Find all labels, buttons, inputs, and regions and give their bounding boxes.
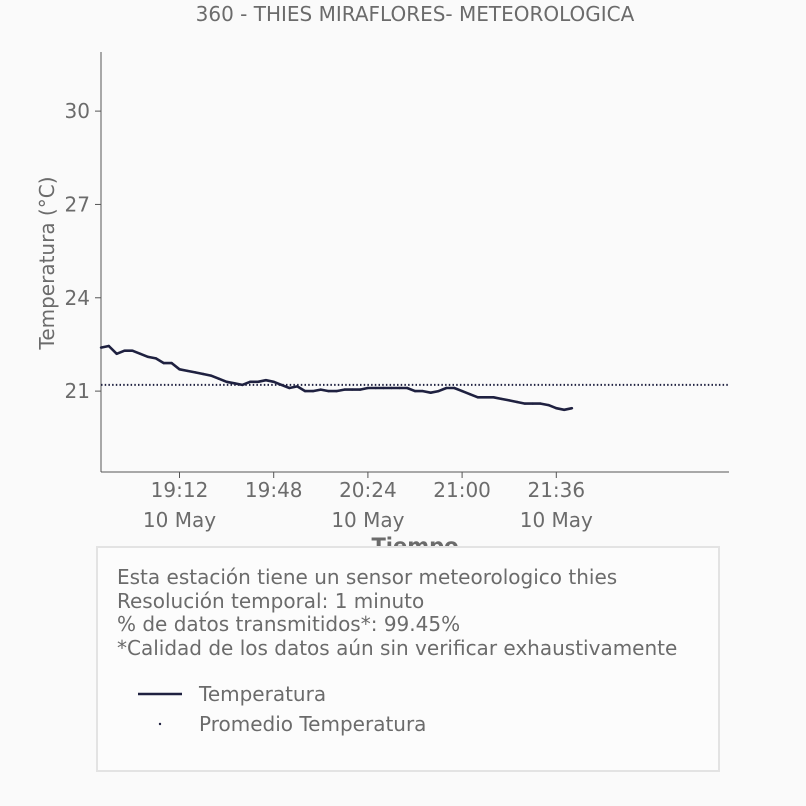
x-tick-label: 19:12 bbox=[151, 478, 209, 502]
x-tick-date-label: 10 May bbox=[520, 508, 593, 532]
x-tick-date-label: 10 May bbox=[143, 508, 216, 532]
temperature-point bbox=[319, 388, 322, 391]
y-tick-label: 27 bbox=[65, 192, 90, 216]
temperature-point bbox=[335, 389, 338, 393]
x-tick-label: 20:24 bbox=[339, 478, 397, 502]
temperature-point bbox=[139, 352, 142, 355]
temperature-point bbox=[146, 355, 150, 359]
temperature-point bbox=[99, 346, 103, 349]
temperature-point bbox=[445, 386, 448, 390]
y-axis-label: Temperatura (°C) bbox=[35, 176, 59, 350]
temperature-point bbox=[570, 407, 574, 410]
temperature-point bbox=[272, 380, 275, 383]
temperature-point bbox=[327, 389, 330, 393]
temperature-point bbox=[374, 386, 377, 390]
x-tick-label: 21:36 bbox=[527, 478, 585, 502]
temperature-point bbox=[421, 389, 424, 393]
x-tick-label: 21:00 bbox=[433, 478, 491, 502]
temperature-point bbox=[531, 402, 534, 405]
legend-line-swatch bbox=[138, 692, 182, 696]
temperature-point bbox=[123, 349, 126, 352]
temperature-point bbox=[453, 386, 456, 390]
temperature-point bbox=[201, 372, 205, 376]
temperature-point bbox=[233, 382, 236, 385]
temperature-point bbox=[162, 361, 165, 365]
temperature-point bbox=[311, 389, 315, 393]
temperature-point bbox=[515, 400, 519, 404]
temperature-point bbox=[209, 374, 213, 377]
temperature-point bbox=[500, 397, 503, 401]
temperature-point bbox=[288, 386, 291, 390]
temperature-point bbox=[170, 361, 173, 365]
temperature-point bbox=[476, 396, 479, 399]
temperature-point bbox=[131, 349, 134, 352]
temperature-chart: 360 - THIES MIRAFLORES- METEOROLOGICA 21 2… bbox=[35, 2, 729, 558]
temperature-point bbox=[468, 393, 472, 396]
temperature-point bbox=[264, 379, 268, 382]
info-text: Esta estación tiene un sensor meteorolog… bbox=[117, 565, 678, 660]
temperature-series-line bbox=[100, 344, 573, 412]
temperature-point bbox=[429, 391, 432, 394]
y-tick-label: 30 bbox=[65, 99, 90, 123]
y-tick-label: 24 bbox=[65, 286, 90, 310]
temperature-point bbox=[351, 388, 354, 391]
temperature-point bbox=[563, 408, 566, 411]
temperature-point bbox=[249, 380, 252, 383]
temperature-point bbox=[115, 352, 118, 355]
temperature-point bbox=[539, 402, 542, 405]
temperature-point bbox=[107, 344, 111, 348]
temperature-point bbox=[390, 386, 393, 390]
temperature-point bbox=[186, 369, 189, 373]
temperature-point bbox=[398, 386, 401, 390]
temperature-point bbox=[382, 386, 385, 390]
temperature-point bbox=[256, 380, 260, 383]
temperature-point bbox=[241, 383, 244, 387]
temperature-point bbox=[217, 377, 220, 380]
temperature-point bbox=[366, 386, 370, 390]
temperature-point bbox=[492, 396, 495, 399]
temperature-point bbox=[523, 402, 527, 405]
temperature-point bbox=[358, 388, 362, 391]
temperature-point bbox=[484, 396, 487, 399]
x-tick-date-label: 10 May bbox=[331, 508, 404, 532]
temperature-point bbox=[405, 386, 409, 390]
temperature-point bbox=[280, 383, 283, 387]
temperature-point bbox=[437, 389, 440, 393]
temperature-point bbox=[296, 385, 299, 388]
temperature-point bbox=[508, 399, 511, 402]
temperature-point bbox=[303, 389, 307, 393]
legend-label-promedio: Promedio Temperatura bbox=[199, 712, 427, 736]
temperature-point bbox=[555, 407, 558, 410]
chart-title: 360 - THIES MIRAFLORES- METEOROLOGICA bbox=[196, 2, 635, 26]
temperature-point bbox=[178, 368, 181, 371]
temperature-point bbox=[460, 389, 464, 393]
info-line-transmitted: % de datos transmitidos*: 99.45% bbox=[117, 612, 461, 636]
info-box: Esta estación tiene un sensor meteorolog… bbox=[96, 546, 720, 772]
temperature-point bbox=[154, 357, 158, 360]
y-tick-label: 21 bbox=[65, 379, 90, 403]
temperature-point bbox=[343, 388, 346, 391]
info-line-resolution: Resolución temporal: 1 minuto bbox=[117, 588, 425, 613]
info-line-sensor: Esta estación tiene un sensor meteorolog… bbox=[117, 565, 618, 589]
x-tick-label: 19:48 bbox=[245, 478, 303, 502]
info-line-quality-note: *Calidad de los datos aún sin verificar … bbox=[117, 635, 678, 660]
legend-label-temperatura: Temperatura bbox=[199, 682, 327, 706]
legend-dot-swatch bbox=[158, 722, 162, 726]
temperature-point bbox=[547, 403, 550, 407]
temperature-point bbox=[225, 380, 228, 383]
temperature-point bbox=[194, 371, 197, 374]
temperature-point bbox=[413, 389, 417, 393]
